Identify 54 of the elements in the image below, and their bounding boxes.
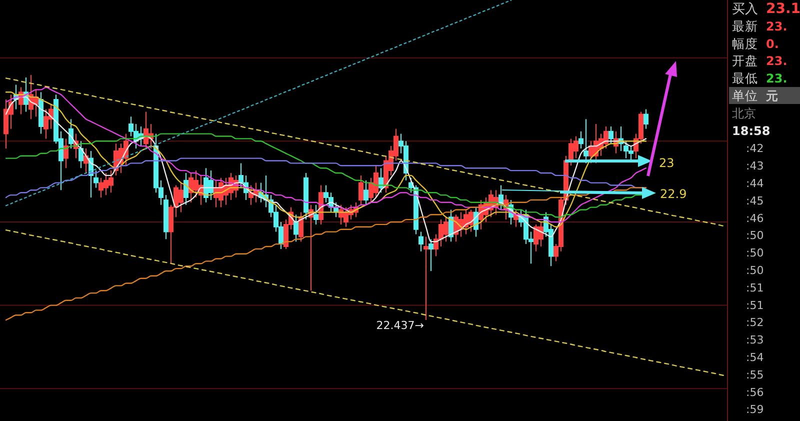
text: 最低 <box>732 70 758 86</box>
candlestick <box>184 172 188 206</box>
candlestick <box>78 140 84 169</box>
text: :51 <box>746 281 764 294</box>
candlestick <box>418 231 424 252</box>
text: :53 <box>746 334 764 347</box>
candlestick <box>94 170 98 188</box>
candlestick <box>84 148 88 174</box>
text: 开盘 <box>732 53 758 68</box>
candlestick <box>164 194 168 240</box>
text: 最新 <box>732 18 758 34</box>
text: :42 <box>746 142 764 156</box>
candlestick <box>364 180 368 206</box>
text: :55 <box>746 368 764 382</box>
text: :52 <box>746 316 764 330</box>
candlestick <box>584 118 588 164</box>
text: 23. <box>766 19 788 34</box>
text: 幅度 <box>732 36 758 51</box>
text: :54 <box>746 351 764 364</box>
annotation: 22.437→ <box>376 319 424 332</box>
candlestick <box>294 214 298 242</box>
text: 元 <box>765 89 778 103</box>
candlestick <box>64 138 68 169</box>
text: 买入 <box>732 2 758 17</box>
text: 18:58 <box>732 124 770 138</box>
candlestick <box>644 108 648 130</box>
text: :43 <box>746 160 764 173</box>
candlestick <box>424 236 428 320</box>
text: :59 <box>746 403 764 416</box>
candlestick <box>428 238 434 272</box>
text: :45 <box>746 194 764 208</box>
text: 23.1 <box>766 1 800 17</box>
text: :56 <box>746 386 764 399</box>
text: 23. <box>766 72 788 86</box>
text: :44 <box>746 177 764 190</box>
candlestick <box>308 204 314 292</box>
text: :51 <box>746 298 764 312</box>
text: 北京 <box>732 106 756 120</box>
text: 23. <box>766 54 788 68</box>
annotation: 22.9 <box>660 187 687 201</box>
text: :50 <box>746 264 764 277</box>
text: :50 <box>746 246 764 260</box>
candlestick <box>298 212 304 242</box>
annotation: 23 <box>659 156 674 170</box>
text: 0. <box>766 36 779 51</box>
text: 单位 <box>732 88 758 103</box>
candlestick <box>358 174 364 206</box>
candlestick <box>38 92 44 134</box>
text: :46 <box>746 212 764 225</box>
candlestick <box>314 204 318 225</box>
candlestick <box>608 126 614 144</box>
candlestick <box>304 172 308 220</box>
text: :50 <box>746 229 764 242</box>
candlestick <box>578 130 584 149</box>
